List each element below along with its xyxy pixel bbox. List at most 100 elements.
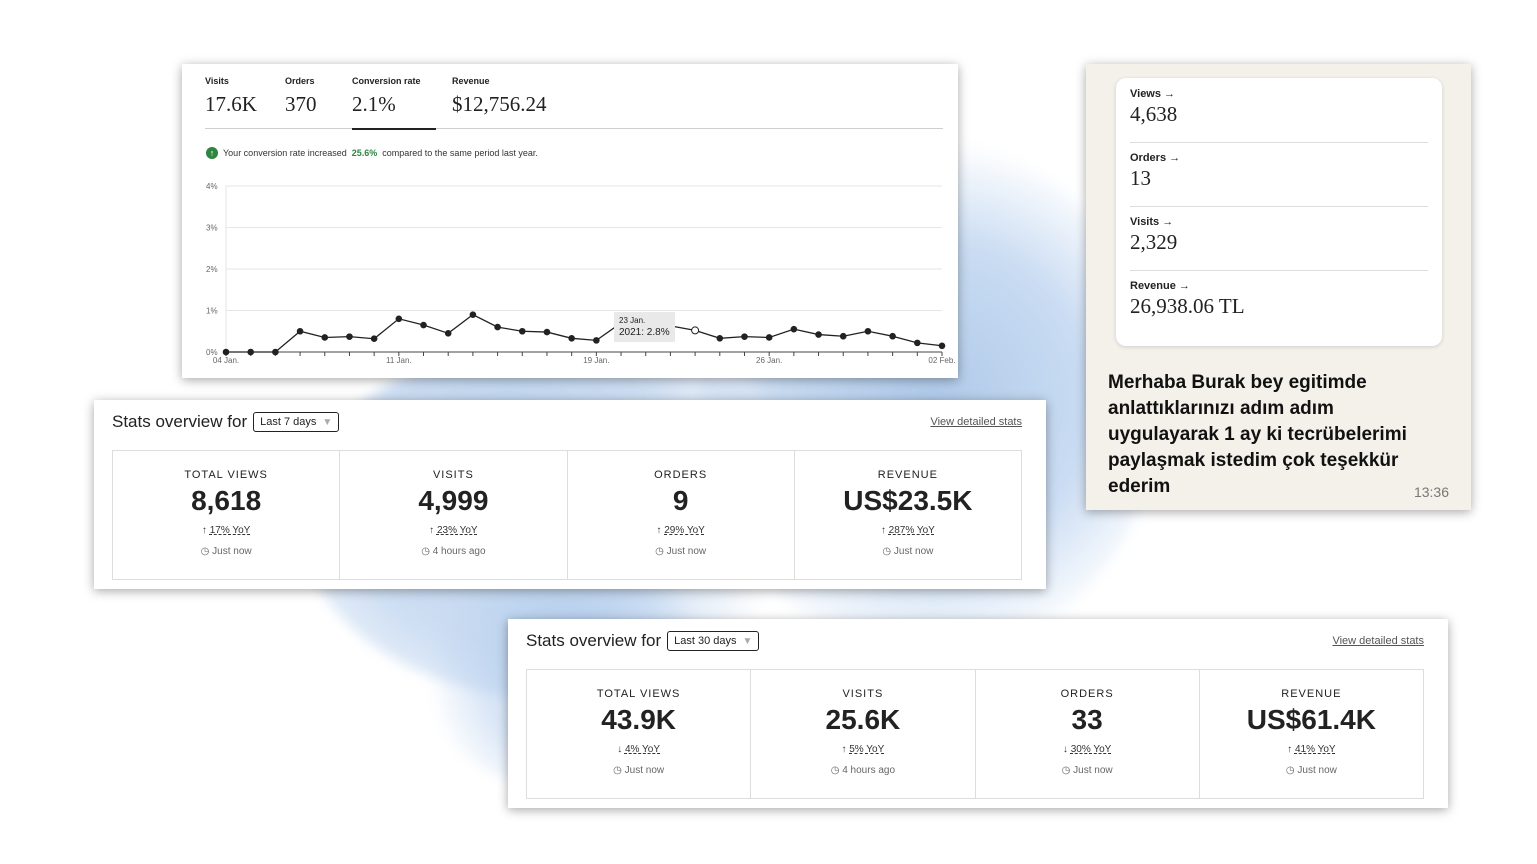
data-point [296,327,304,335]
stat-label: ORDERS [654,469,708,481]
stat-value: 25.6K [825,704,901,735]
stat-time: ◷ Just now [976,765,1199,776]
trend-arrow-icon: ↑ [880,525,886,536]
whatsapp-message-card: Views → 4,638 Orders → 13 Visits → 2,329… [1086,64,1471,510]
wa-row-revenue: Revenue → 26,938.06 TL [1130,272,1428,334]
y-tick-label: 2% [206,265,218,274]
stat-time: ◷ 4 hours ago [340,546,566,557]
caret-down-icon: ▼ [322,416,333,428]
trend-arrow-icon: ↑ [1287,744,1293,755]
stat-yoy[interactable]: ↑ 23% YoY [340,525,566,536]
clock-icon: ◷ [613,765,622,776]
notice-percent: 25.6% [351,148,378,158]
range-dropdown[interactable]: Last 30 days ▼ [667,631,760,651]
stat-orders: ORDERS 9 ↑ 29% YoY ◷ Just now [568,451,795,579]
y-tick-label: 0% [206,348,218,357]
data-point [593,337,600,344]
data-point [247,348,254,356]
metric-value: $12,756.24 [452,92,547,116]
data-point [815,331,822,338]
conversion-line-chart: 4% 3% 2% 1% 0%04 Jan. 11 Jan. 19 Jan. 26 Jan. 02… [206,182,956,365]
view-detailed-stats-link[interactable]: View detailed stats [1332,635,1424,647]
wa-value: 4,638 [1130,102,1178,126]
x-tick-label: 11 Jan. [386,356,412,365]
yoy-text: 4% YoY [624,744,661,755]
metric-conversion-rate[interactable]: Conversion rate 2.1% [352,76,436,130]
data-point [444,330,452,337]
yoy-text: 23% YoY [436,525,478,536]
notice-text-after: compared to the same period last year. [382,148,538,158]
stat-revenue: REVENUE US$61.4K ↑ 41% YoY ◷ Just now [1200,670,1423,798]
stats-grid: TOTAL VIEWS 8,618 ↑ 17% YoY ◷ Just now V… [112,450,1022,580]
arrow-up-circle-icon: ↑ [206,147,218,159]
data-point [839,332,847,340]
stat-value: 8,618 [191,485,262,516]
data-point [494,323,501,331]
clock-icon: ◷ [421,546,430,557]
range-dropdown[interactable]: Last 7 days ▼ [253,412,340,432]
stat-label: REVENUE [877,469,938,481]
view-detailed-stats-link[interactable]: View detailed stats [930,416,1022,428]
yoy-text: 41% YoY [1294,744,1336,755]
wa-label: Revenue → [1130,280,1190,292]
stats-title: Stats overview for [112,412,248,431]
conversion-chart-card: Visits 17.6K Orders 370 Conversion rate … [182,64,958,378]
stats-grid: TOTAL VIEWS 43.9K ↓ 4% YoY ◷ Just now VI… [526,669,1424,799]
metric-value: 370 [285,92,317,116]
x-tick-label: 19 Jan. [583,356,609,365]
data-point [790,325,798,333]
stat-yoy[interactable]: ↑ 29% YoY [568,525,794,536]
stat-value: US$61.4K [1246,704,1376,735]
stat-revenue: REVENUE US$23.5K ↑ 287% YoY ◷ Just now [795,451,1021,579]
metric-visits[interactable]: Visits 17.6K [205,76,257,117]
time-text: Just now [624,765,665,776]
stat-yoy[interactable]: ↓ 4% YoY [527,744,750,755]
range-value: Last 7 days [260,416,317,428]
quoted-stats-card: Views → 4,638 Orders → 13 Visits → 2,329… [1116,78,1442,346]
metric-label: Conversion rate [352,76,421,86]
wa-label: Visits → [1130,216,1174,228]
trend-arrow-icon: ↑ [841,744,847,755]
stat-total-views: TOTAL VIEWS 8,618 ↑ 17% YoY ◷ Just now [113,451,341,579]
data-point [272,348,279,356]
wa-label: Orders → [1130,152,1181,164]
tooltip-value: 2021: 2.8% [619,327,670,338]
time-text: Just now [893,546,934,557]
stats-header: Stats overview for Last 30 days ▼ [526,631,760,651]
stat-time: ◷ Just now [568,546,794,557]
data-point [518,327,526,335]
yoy-text: 5% YoY [849,744,885,755]
stat-yoy[interactable]: ↑ 17% YoY [113,525,339,536]
metric-orders[interactable]: Orders 370 [285,76,317,117]
clock-icon: ◷ [830,765,840,776]
data-point [568,335,575,342]
stat-label: REVENUE [1281,688,1342,700]
clock-icon: ◷ [655,546,664,557]
stat-value: 4,999 [418,485,489,516]
stats-overview-30-days: Stats overview for Last 30 days ▼ View d… [508,619,1448,808]
x-tick-label: 04 Jan. [213,356,239,365]
stat-yoy[interactable]: ↓ 30% YoY [976,744,1199,755]
stat-yoy[interactable]: ↑ 287% YoY [795,525,1021,536]
data-point [716,335,724,342]
clock-icon: ◷ [882,546,892,557]
metric-value: 2.1% [352,92,396,116]
stat-time: ◷ Just now [795,546,1021,557]
trend-arrow-icon: ↑ [201,525,207,536]
time-text: 4 hours ago [842,765,896,776]
wa-row-views: Views → 4,638 [1130,80,1428,143]
stats-title: Stats overview for [526,631,662,650]
wa-value: 26,938.06 TL [1130,294,1245,318]
data-point [543,328,551,336]
chart-tooltip: 23 Jan. 2021: 2.8% [614,312,675,342]
time-text: Just now [212,546,252,557]
yoy-text: 30% YoY [1070,744,1112,755]
data-point [321,334,329,341]
conversion-notice: ↑ Your conversion rate increased 25.6% c… [206,147,538,159]
metric-label: Revenue [452,76,490,86]
data-point [370,335,378,343]
metric-revenue[interactable]: Revenue $12,756.24 [452,76,547,117]
data-point [914,339,921,347]
stat-yoy[interactable]: ↑ 41% YoY [1200,744,1423,755]
stat-yoy[interactable]: ↑ 5% YoY [751,744,974,755]
